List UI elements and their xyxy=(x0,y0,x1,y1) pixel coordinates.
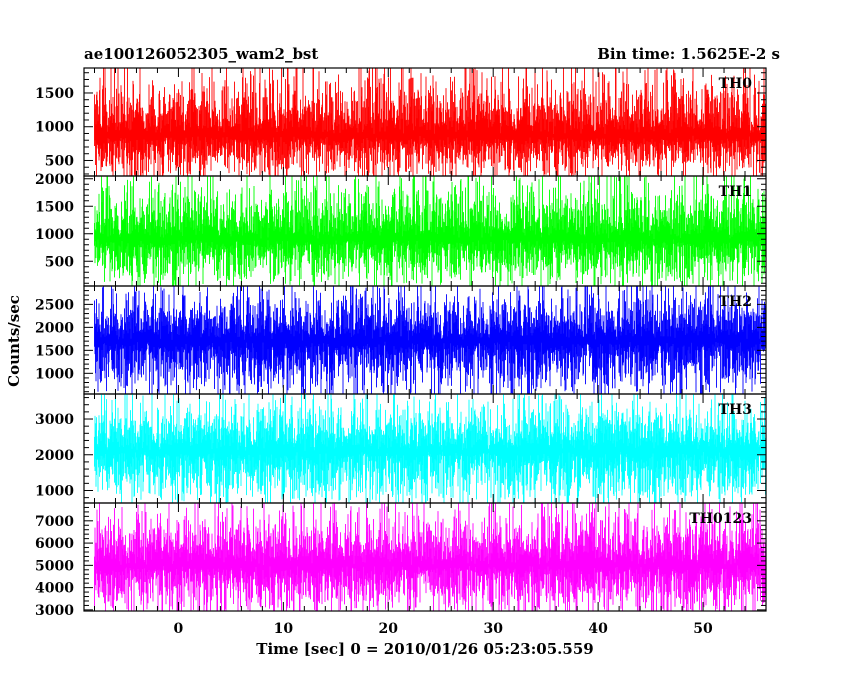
y-tick-label: 500 xyxy=(45,153,74,169)
series-th0 xyxy=(94,68,766,176)
series-th2 xyxy=(94,286,766,394)
y-tick-label: 2000 xyxy=(35,448,74,464)
x-tick-label: 10 xyxy=(274,621,294,637)
x-tick-label: 0 xyxy=(174,621,184,637)
panel-label-th3: TH3 xyxy=(719,402,752,418)
y-tick-label: 1500 xyxy=(35,343,74,359)
y-axis-title: Counts/sec xyxy=(5,295,23,387)
y-tick-label: 4000 xyxy=(35,581,74,597)
panel-label-th2: TH2 xyxy=(719,294,752,310)
x-tick-label: 50 xyxy=(693,621,713,637)
panel-label-th0: TH0 xyxy=(719,76,753,92)
series-th0123 xyxy=(94,503,766,611)
panel-th3: 1000 2000 3000 TH3 xyxy=(35,393,767,504)
panel-label-th1: TH1 xyxy=(719,184,752,200)
x-axis-title: Time [sec] 0 = 2010/01/26 05:23:05.559 xyxy=(256,640,593,658)
y-tick-label: 1000 xyxy=(35,120,74,136)
y-tick-label: 3000 xyxy=(35,412,74,428)
y-tick-label: 2000 xyxy=(35,172,74,188)
y-tick-label: 7000 xyxy=(35,514,74,530)
panel-th1: 500 1000 1500 2000 TH1 xyxy=(35,172,767,287)
y-tick-label: 1500 xyxy=(35,86,74,102)
series-th1 xyxy=(94,176,766,286)
panel-th0123: 3000 4000 5000 6000 7000 TH0123 xyxy=(35,502,767,619)
y-tick-label: 1500 xyxy=(35,199,74,215)
series-th3 xyxy=(94,394,766,503)
panel-frame xyxy=(83,502,767,612)
x-tick-label: 40 xyxy=(588,621,608,637)
panel-th0: 500 1000 1500 TH0 xyxy=(35,67,767,177)
y-tick-label: 2000 xyxy=(35,320,74,336)
panel-th2: 1000 1500 2000 2500 TH2 xyxy=(35,285,767,395)
y-tick-label: 1000 xyxy=(35,227,74,243)
y-tick-label: 2500 xyxy=(35,297,74,313)
x-tick-label: 30 xyxy=(483,621,503,637)
y-tick-label: 500 xyxy=(45,254,74,270)
y-tick-label: 5000 xyxy=(35,558,74,574)
chart-title: ae100126052305_wam2_bst xyxy=(84,45,318,63)
y-tick-label: 1000 xyxy=(35,483,74,499)
x-tick-label: 20 xyxy=(379,621,399,637)
panels-layer: 50010001500TH0500100015002000TH110001500… xyxy=(35,67,767,637)
y-tick-label: 3000 xyxy=(35,603,74,619)
panel-label-th0123: TH0123 xyxy=(689,511,752,527)
y-tick-label: 1000 xyxy=(35,366,74,382)
bin-time-label: Bin time: 1.5625E-2 s xyxy=(597,45,780,63)
y-tick-label: 6000 xyxy=(35,536,74,552)
